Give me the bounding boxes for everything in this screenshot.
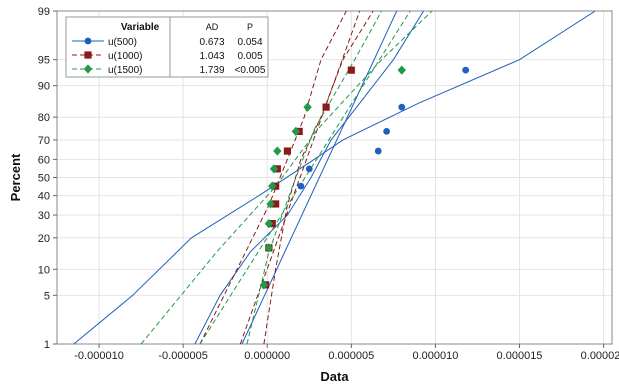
stat-p-u-1000: 0.005: [237, 51, 262, 62]
data-point-u-1500: [397, 65, 406, 75]
series-lines: [73, 11, 596, 344]
stat-p-u-1500: <0.005: [235, 65, 266, 76]
x-tick-label: 0.000005: [328, 350, 374, 362]
legend-marker-u-500: [84, 37, 92, 45]
x-tick-label: 0.000010: [412, 350, 458, 362]
data-point-u-1500: [268, 181, 277, 191]
stat-ad-u-1000: 1.043: [199, 51, 224, 62]
y-axis-ticks: 1 5 10 20 30 40 50 60 70 80 90 95 99: [38, 6, 57, 351]
y-tick-label: 90: [38, 81, 50, 93]
stat-ad-u-500: 0.673: [199, 37, 224, 48]
ci-upper-u-500: [194, 11, 425, 344]
ci-upper-u-1000: [263, 11, 374, 344]
ci-lower-u-1500: [140, 11, 433, 344]
y-tick-label: 30: [38, 210, 50, 222]
x-tick-label: -0.000010: [74, 350, 124, 362]
x-axis-title: Data: [320, 369, 349, 384]
stats-box: [169, 16, 269, 78]
ci-lower-u-1000: [199, 11, 347, 344]
data-point-u-500: [398, 103, 406, 111]
data-point-u-1500: [291, 126, 301, 137]
legend-marker-u-1500: [83, 64, 93, 74]
data-point-u-500: [383, 128, 391, 135]
y-tick-label: 99: [38, 6, 50, 18]
legend-label-u-1500: u(1500): [108, 65, 142, 76]
data-point-u-1000: [347, 66, 355, 74]
y-tick-label: 40: [38, 191, 50, 203]
stat-ad-u-1500: 1.739: [199, 65, 224, 76]
y-tick-label: 80: [38, 112, 50, 124]
x-axis-ticks: -0.000010 -0.000005 0.000000 0.000005 0.0000…: [74, 344, 619, 362]
legend-label-u-1000: u(1000): [108, 51, 142, 62]
stats-header-p: P: [247, 22, 253, 32]
data-point-u-1500: [269, 164, 279, 174]
y-tick-label: 10: [38, 264, 50, 276]
data-point-u-500: [305, 165, 313, 173]
legend-label-u-500: u(500): [108, 37, 137, 48]
legend-title: Variable: [121, 22, 160, 33]
y-tick-label: 95: [38, 55, 50, 67]
legend: Variable AD Pu(500) 0.673 0.054 u(1000) 1.043 0…: [65, 16, 269, 78]
data-point-u-500: [297, 182, 305, 190]
data-point-u-1500: [259, 280, 269, 290]
data-point-u-1500: [303, 102, 312, 112]
stats-header-ad: AD: [206, 22, 219, 32]
fit-line-u-500: [241, 11, 398, 344]
data-point-u-1000: [272, 200, 280, 208]
data-point-u-1500: [273, 146, 282, 156]
y-tick-label: 60: [38, 154, 50, 166]
data-point-u-1500: [264, 243, 274, 253]
x-tick-label: 0.000000: [244, 350, 290, 362]
data-point-u-500: [462, 66, 470, 74]
x-tick-label: 0.000015: [497, 350, 543, 362]
data-point-u-500: [374, 147, 382, 155]
y-tick-label: 70: [38, 135, 50, 147]
data-point-u-1000: [283, 147, 292, 155]
stat-p-u-500: 0.054: [237, 37, 262, 48]
x-tick-label: 0.000020: [581, 350, 619, 362]
data-point-u-1500: [264, 218, 274, 229]
legend-marker-u-1000: [84, 51, 92, 59]
data-point-u-1000: [322, 103, 330, 111]
y-tick-label: 50: [38, 173, 50, 185]
y-axis-title: Percent: [8, 153, 23, 201]
ci-upper-u-1500: [246, 11, 383, 344]
y-tick-label: 20: [38, 233, 50, 245]
ci-lower-u-500: [73, 11, 596, 344]
legend-box: [65, 16, 171, 78]
y-tick-label: 1: [44, 339, 50, 351]
x-tick-label: -0.000005: [158, 350, 208, 362]
y-tick-label: 5: [44, 290, 50, 302]
data-point-u-1500: [266, 199, 275, 209]
series-points: [259, 65, 470, 290]
